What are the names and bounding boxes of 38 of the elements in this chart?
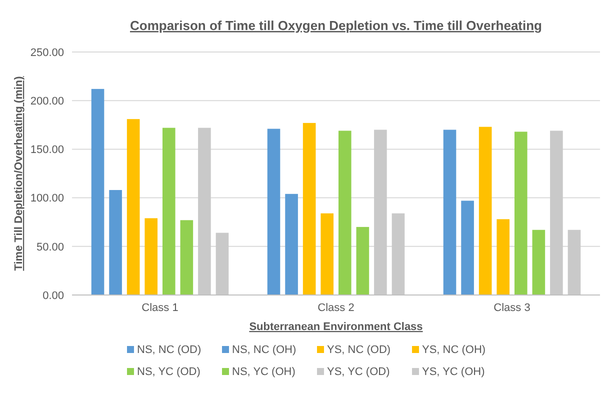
bar (514, 132, 528, 295)
bar (461, 200, 474, 295)
bar (109, 190, 122, 295)
bar (443, 130, 456, 295)
bar (320, 213, 334, 295)
bar (144, 218, 158, 295)
bar (285, 194, 298, 295)
legend-label: YS, NC (OH) (422, 344, 486, 356)
bar (302, 122, 316, 295)
y-tick-label: 150.00 (30, 144, 64, 156)
legend-label: YS, YC (OD) (327, 366, 390, 378)
legend-label: YS, NC (OD) (327, 344, 391, 356)
legend-label: NS, NC (OH) (232, 344, 296, 356)
bar (180, 220, 194, 295)
bar (532, 230, 546, 295)
bar (91, 88, 104, 295)
y-axis-title: Time Till Depletion/Overheating (min) (13, 76, 25, 271)
x-tick-label: Class 3 (494, 302, 530, 314)
y-tick-label: 50.00 (36, 241, 64, 254)
x-tick-label: Class 1 (142, 302, 178, 314)
bar (162, 128, 176, 295)
bar (267, 128, 280, 295)
legend-label: NS, NC (OD) (137, 344, 202, 356)
y-tick-label: 250.00 (30, 46, 64, 59)
legend-label: YS, YC (OH) (422, 366, 485, 378)
legend-label: NS, YC (OH) (232, 366, 296, 378)
y-tick-label: 0.00 (42, 290, 64, 302)
bar (338, 130, 352, 295)
chart-title: Comparison of Time till Oxygen Depletion vs. Time till Overheating (130, 18, 542, 33)
x-axis-title: Subterranean Environment Class (249, 321, 423, 333)
y-tick-label: 100.00 (30, 192, 64, 205)
x-tick-label: Class 2 (318, 302, 354, 314)
y-tick-label: 200.00 (30, 95, 64, 108)
bar (356, 226, 370, 295)
bar (478, 126, 492, 295)
legend-label: NS, YC (OD) (137, 366, 200, 378)
bar (126, 119, 140, 295)
bar (496, 219, 510, 295)
